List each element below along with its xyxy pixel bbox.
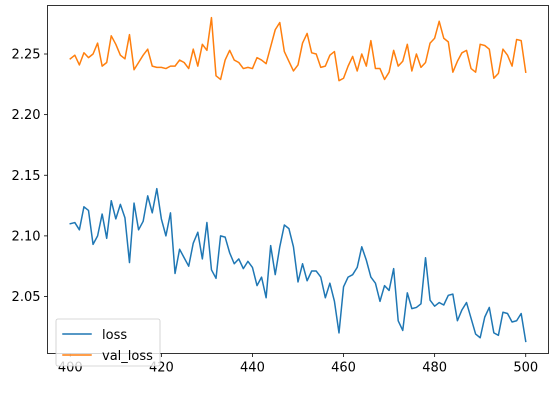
y-tick-label: 2.10 — [12, 229, 41, 244]
y-tick-label: 2.05 — [12, 290, 41, 305]
y-tick-label: 2.20 — [12, 108, 41, 123]
x-tick-label: 440 — [240, 361, 265, 376]
x-axis: 400 420 440 460 480 500 — [58, 353, 538, 376]
plot-frame — [47, 5, 549, 354]
x-tick-label: 480 — [422, 361, 447, 376]
legend-label-val-loss: val_loss — [102, 349, 153, 364]
y-tick-label: 2.25 — [12, 48, 41, 63]
legend: loss val_loss — [55, 318, 161, 367]
x-tick-label: 500 — [513, 361, 538, 376]
y-axis: 2.05 2.10 2.15 2.20 2.25 — [12, 48, 48, 305]
series-line-val-loss — [69, 16, 527, 82]
series-lines — [69, 16, 527, 343]
legend-label-loss: loss — [102, 328, 127, 343]
series-line-loss — [69, 187, 527, 343]
y-tick-label: 2.15 — [12, 169, 41, 184]
x-tick-label: 460 — [331, 361, 356, 376]
